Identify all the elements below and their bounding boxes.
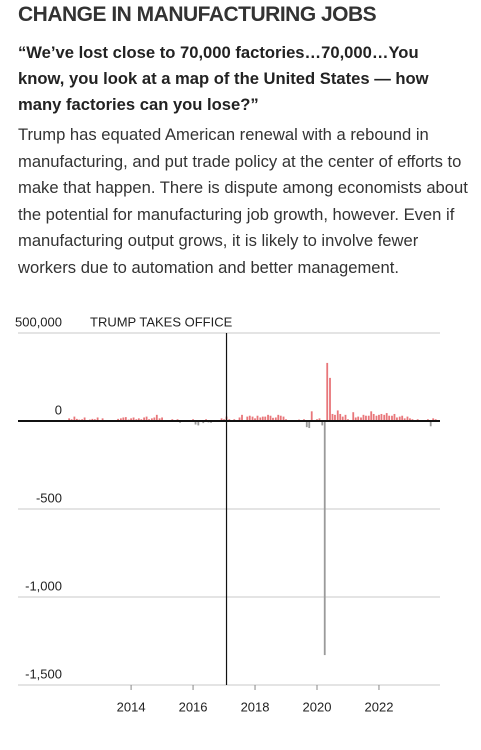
bar xyxy=(83,417,86,421)
bar xyxy=(68,418,71,421)
bar xyxy=(401,415,404,421)
bar xyxy=(150,418,153,421)
bar xyxy=(310,411,313,421)
bar xyxy=(372,413,375,421)
bar xyxy=(277,414,280,421)
x-tick-label: 2018 xyxy=(241,699,270,714)
bar xyxy=(254,418,256,421)
bar xyxy=(261,416,264,421)
bar xyxy=(194,421,197,425)
bar xyxy=(246,416,249,421)
bar xyxy=(117,418,119,421)
bar xyxy=(279,415,282,421)
bar xyxy=(73,416,76,421)
bar xyxy=(375,415,378,421)
bar xyxy=(130,418,132,421)
bar xyxy=(238,417,241,421)
bar xyxy=(383,414,386,421)
bar xyxy=(385,413,388,421)
bar xyxy=(119,418,122,421)
bar xyxy=(326,362,329,421)
bar xyxy=(396,417,398,421)
bar xyxy=(339,413,342,421)
bar xyxy=(391,415,393,421)
bar xyxy=(370,411,373,421)
bar xyxy=(406,416,409,421)
bar xyxy=(362,414,365,421)
x-tick-label: 2016 xyxy=(179,699,208,714)
bar xyxy=(91,418,94,421)
bar xyxy=(336,410,339,421)
x-tick-label: 2020 xyxy=(303,699,332,714)
bar xyxy=(352,412,355,421)
bar xyxy=(323,421,326,656)
bar xyxy=(251,416,254,421)
annotation-label: TRUMP TAKES OFFICE xyxy=(90,314,233,329)
bar xyxy=(318,418,321,421)
heading: CHANGE IN MANUFACTURING JOBS xyxy=(18,3,377,26)
bar xyxy=(155,414,158,421)
bar xyxy=(202,421,205,424)
bar xyxy=(403,418,406,421)
bar xyxy=(272,417,274,421)
bar xyxy=(259,417,262,421)
bar xyxy=(101,418,104,421)
bar xyxy=(75,418,78,421)
x-tick-label: 2014 xyxy=(117,699,146,714)
bar xyxy=(158,418,161,421)
bar xyxy=(378,414,380,421)
bar xyxy=(429,421,432,427)
bar xyxy=(274,417,277,421)
bar xyxy=(122,417,125,421)
bar xyxy=(398,416,401,421)
x-tick-label: 2022 xyxy=(365,699,394,714)
bar xyxy=(367,415,370,421)
y-tick-label: -1,000 xyxy=(25,578,62,593)
bar xyxy=(380,413,383,421)
y-tick-label: -500 xyxy=(36,490,62,505)
bar xyxy=(241,414,243,421)
bar xyxy=(269,415,272,421)
bar xyxy=(267,414,269,421)
bar xyxy=(256,415,259,421)
bar xyxy=(393,413,396,421)
y-tick-label: 500,000 xyxy=(15,314,62,329)
bar xyxy=(145,416,148,421)
y-tick-label: -1,500 xyxy=(25,666,62,681)
bar xyxy=(282,416,285,421)
bar xyxy=(321,421,324,426)
bar xyxy=(409,418,411,421)
bar xyxy=(357,416,360,421)
bar xyxy=(153,417,156,421)
bar xyxy=(305,421,308,428)
bar xyxy=(388,415,391,421)
bar xyxy=(137,418,140,421)
bar xyxy=(124,417,127,421)
bar xyxy=(308,421,311,429)
bar xyxy=(132,417,135,421)
bar xyxy=(331,413,334,421)
bar xyxy=(329,377,331,421)
quote: “We’ve lost close to 70,000 factories…70… xyxy=(18,43,429,114)
bar xyxy=(248,415,251,421)
bar xyxy=(197,421,200,426)
bar xyxy=(143,417,146,421)
bar xyxy=(161,417,163,421)
bar xyxy=(220,418,223,421)
bar xyxy=(365,415,367,421)
bar xyxy=(264,416,267,421)
bar xyxy=(341,416,344,421)
y-tick-label: 0 xyxy=(55,402,62,417)
body-text: Trump has equated American renewal with … xyxy=(18,125,468,277)
bar xyxy=(344,414,347,421)
bar xyxy=(360,417,362,421)
bar xyxy=(432,418,435,421)
bar xyxy=(334,414,336,421)
bar xyxy=(354,417,357,421)
bar xyxy=(96,417,99,421)
